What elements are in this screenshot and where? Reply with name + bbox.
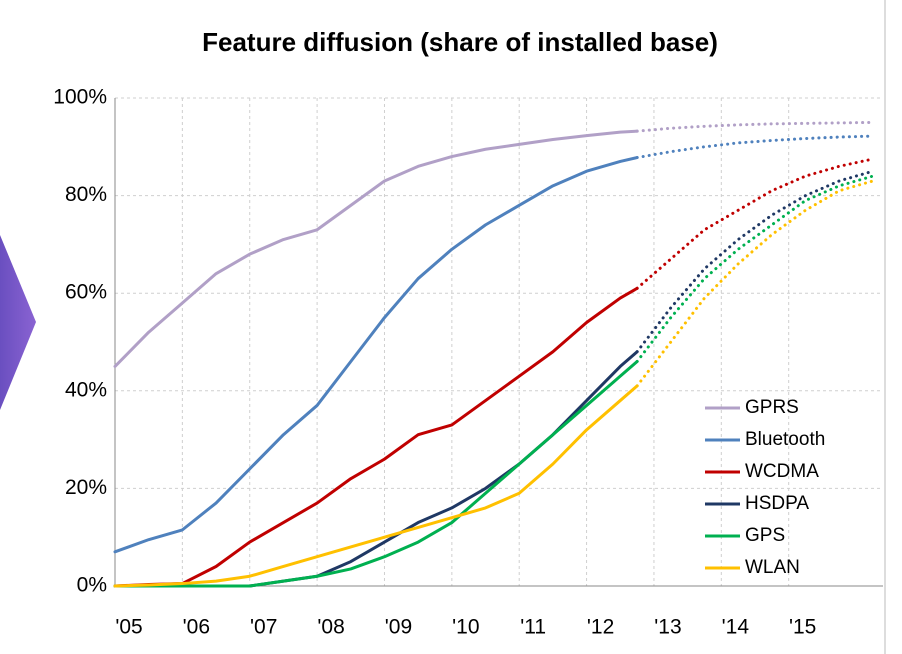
x-tick-label: '05 <box>115 616 142 639</box>
projection-line <box>635 174 875 364</box>
series-line <box>113 156 639 554</box>
x-tick-label: '10 <box>452 616 479 639</box>
projection-line <box>635 134 875 160</box>
projection-line <box>635 120 875 133</box>
y-tick-label: 40% <box>65 378 107 401</box>
x-tick-label: '06 <box>183 616 210 639</box>
projection-line <box>635 157 875 290</box>
series-line <box>113 129 639 368</box>
y-tick-label: 100% <box>53 86 107 109</box>
legend-label: WLAN <box>745 557 800 578</box>
legend-label: WCDMA <box>745 461 819 482</box>
x-tick-label: '09 <box>385 616 412 639</box>
x-tick-label: '11 <box>520 616 546 639</box>
legend-label: GPS <box>745 525 785 546</box>
x-tick-label: '07 <box>250 616 277 639</box>
x-tick-label: '12 <box>587 616 614 639</box>
y-tick-label: 20% <box>65 476 107 499</box>
decor-arrow <box>0 235 36 410</box>
x-tick-label: '13 <box>654 616 681 639</box>
projection-line <box>635 179 875 388</box>
x-tick-label: '15 <box>789 616 816 639</box>
y-tick-label: 60% <box>65 281 107 304</box>
series-line <box>113 350 639 588</box>
grid: 0% 20% 40% 60% 80% 100% '05 '06 '07 '08 '09 '10 '11 '… <box>53 86 883 639</box>
lines <box>113 120 875 588</box>
projection-line <box>635 169 875 354</box>
x-tick-label: '08 <box>317 616 344 639</box>
legend: GPRS Bluetooth WCDMA HSDPA GPS WLAN <box>705 397 825 578</box>
y-tick-label: 80% <box>65 183 107 206</box>
legend-label: HSDPA <box>745 493 809 514</box>
series-line <box>113 286 639 588</box>
x-tick-label: '14 <box>722 616 750 639</box>
legend-label: Bluetooth <box>745 429 825 450</box>
legend-label: GPRS <box>745 397 799 418</box>
series-line <box>113 384 639 588</box>
y-tick-label: 0% <box>77 574 107 597</box>
chart-title: Feature diffusion (share of installed ba… <box>202 27 718 57</box>
series-line <box>113 360 639 588</box>
